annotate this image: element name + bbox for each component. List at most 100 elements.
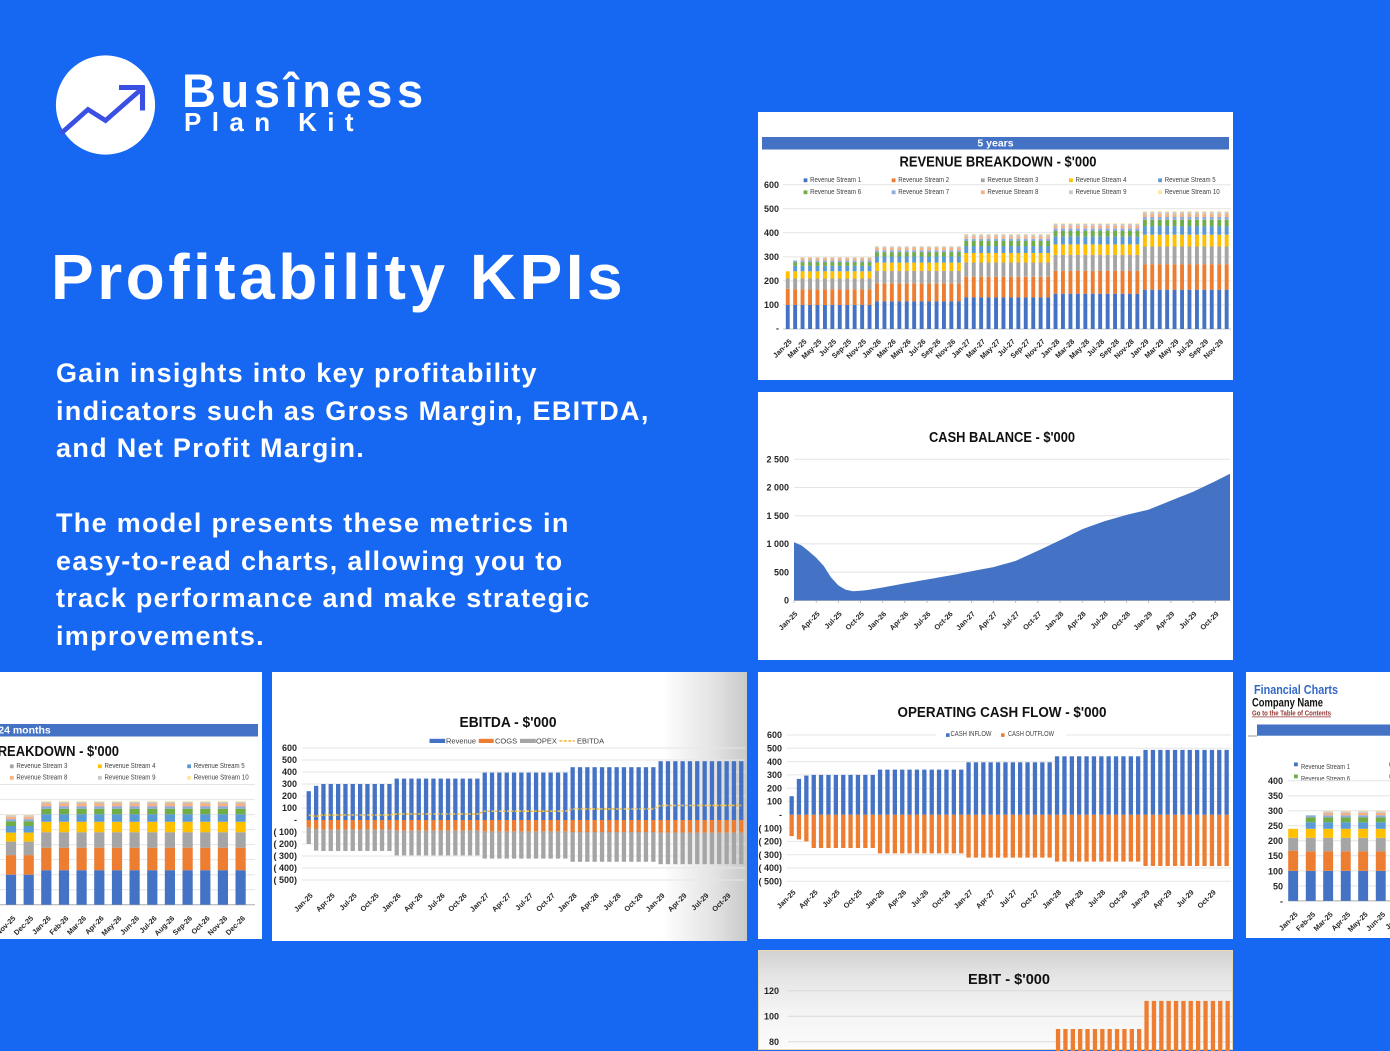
svg-text:May-26: May-26 xyxy=(100,914,124,938)
svg-text:150: 150 xyxy=(1268,851,1283,861)
svg-text:Revenue Stream 4: Revenue Stream 4 xyxy=(105,761,156,770)
svg-text:Jul-28: Jul-28 xyxy=(1086,888,1107,909)
svg-text:( 500): ( 500) xyxy=(273,875,297,885)
svg-text:Jan-26: Jan-26 xyxy=(863,888,886,911)
svg-text:1 500: 1 500 xyxy=(766,511,789,521)
svg-text:Apr-25: Apr-25 xyxy=(799,609,822,632)
svg-text:Apr-27: Apr-27 xyxy=(976,609,999,632)
svg-text:Go to the Table of Contents: Go to the Table of Contents xyxy=(1252,709,1331,718)
svg-text:( 500): ( 500) xyxy=(758,877,782,887)
svg-text:Apr-25: Apr-25 xyxy=(797,888,820,911)
svg-text:200: 200 xyxy=(282,791,297,801)
svg-text:Apr-26: Apr-26 xyxy=(887,609,910,632)
svg-text:EBITDA - $'000: EBITDA - $'000 xyxy=(460,715,557,731)
svg-text:( 100): ( 100) xyxy=(758,823,782,833)
svg-text:Oct-29: Oct-29 xyxy=(1198,609,1220,631)
svg-text:Jul-29: Jul-29 xyxy=(689,891,710,912)
svg-text:Jan-29: Jan-29 xyxy=(644,891,667,914)
svg-text:Apr-29: Apr-29 xyxy=(666,891,689,914)
svg-text:Apr-29: Apr-29 xyxy=(1151,888,1174,911)
svg-text:EBIT - $'000: EBIT - $'000 xyxy=(968,972,1050,988)
svg-text:300: 300 xyxy=(1268,806,1283,816)
svg-text:Jan-25: Jan-25 xyxy=(777,609,800,632)
svg-text:Jul-25: Jul-25 xyxy=(1383,910,1390,931)
svg-text:CASH OUTFLOW: CASH OUTFLOW xyxy=(1008,731,1054,738)
svg-text:400: 400 xyxy=(1268,776,1283,786)
svg-text:100: 100 xyxy=(767,797,782,807)
svg-text:( 300): ( 300) xyxy=(273,851,297,861)
svg-text:Mar-25: Mar-25 xyxy=(1312,910,1335,933)
svg-text:Revenue: Revenue xyxy=(446,737,476,746)
svg-text:Sep-26: Sep-26 xyxy=(171,914,194,937)
svg-text:REVENUE BREAKDOWN - $'000: REVENUE BREAKDOWN - $'000 xyxy=(900,155,1097,171)
svg-text:Revenue Stream 9: Revenue Stream 9 xyxy=(105,773,156,782)
svg-text:Revenue Stream 3: Revenue Stream 3 xyxy=(987,175,1038,184)
svg-text:Jul-25: Jul-25 xyxy=(820,888,841,909)
svg-text:OPEX: OPEX xyxy=(536,737,557,746)
svg-text:600: 600 xyxy=(767,730,782,740)
svg-text:Apr-28: Apr-28 xyxy=(1062,888,1085,911)
svg-text:Jul-27: Jul-27 xyxy=(1000,609,1021,630)
svg-text:Oct-29: Oct-29 xyxy=(710,891,732,913)
svg-text:Jul-26: Jul-26 xyxy=(909,888,930,909)
svg-text:Jun-26: Jun-26 xyxy=(118,914,141,937)
svg-text:Revenue Stream 8: Revenue Stream 8 xyxy=(16,773,67,782)
svg-text:Jul-29: Jul-29 xyxy=(1174,888,1195,909)
svg-text:-: - xyxy=(294,815,297,825)
svg-text:-: - xyxy=(776,324,779,334)
svg-text:Dec-26: Dec-26 xyxy=(224,914,247,937)
svg-text:Jan-28: Jan-28 xyxy=(556,891,579,914)
svg-text:200: 200 xyxy=(767,783,782,793)
svg-text:Oct-25: Oct-25 xyxy=(358,891,380,913)
svg-text:600: 600 xyxy=(764,180,779,190)
svg-text:( 200): ( 200) xyxy=(758,837,782,847)
svg-text:Oct-25: Oct-25 xyxy=(843,609,865,631)
svg-text:Jan-26: Jan-26 xyxy=(380,891,403,914)
svg-text:400: 400 xyxy=(767,757,782,767)
svg-text:Revenue Stream 9: Revenue Stream 9 xyxy=(1076,187,1127,196)
svg-text:Dec-25: Dec-25 xyxy=(12,914,35,937)
svg-text:500: 500 xyxy=(764,204,779,214)
svg-text:COGS: COGS xyxy=(495,737,517,746)
svg-text:Revenue Stream 5: Revenue Stream 5 xyxy=(1165,175,1216,184)
svg-text:Jul-27: Jul-27 xyxy=(997,888,1018,909)
svg-text:Revenue Stream 6: Revenue Stream 6 xyxy=(1301,774,1350,783)
svg-text:Jan-27: Jan-27 xyxy=(954,609,977,632)
svg-text:CASH BALANCE - $'000: CASH BALANCE - $'000 xyxy=(929,430,1075,446)
svg-text:Oct-26: Oct-26 xyxy=(932,609,954,631)
svg-text:Jan-27: Jan-27 xyxy=(468,891,491,914)
svg-text:( 200): ( 200) xyxy=(273,839,297,849)
svg-text:400: 400 xyxy=(282,767,297,777)
svg-text:Jul-26: Jul-26 xyxy=(911,609,932,630)
svg-text:Jul-25: Jul-25 xyxy=(822,609,843,630)
svg-text:-: - xyxy=(779,810,782,820)
svg-text:0: 0 xyxy=(784,596,789,606)
svg-text:Jan-25: Jan-25 xyxy=(775,888,798,911)
svg-text:Jan-29: Jan-29 xyxy=(1129,888,1152,911)
svg-text:50: 50 xyxy=(1273,881,1283,891)
svg-text:Revenue Stream 10: Revenue Stream 10 xyxy=(1165,187,1220,196)
svg-text:Oct-28: Oct-28 xyxy=(1109,609,1131,631)
svg-text:500: 500 xyxy=(767,744,782,754)
svg-text:Jan-26: Jan-26 xyxy=(865,609,888,632)
svg-text:Revenue Stream 1: Revenue Stream 1 xyxy=(810,175,861,184)
svg-text:Jul-26: Jul-26 xyxy=(425,891,446,912)
svg-text:Company Name: Company Name xyxy=(1252,698,1323,710)
svg-text:( 400): ( 400) xyxy=(273,863,297,873)
svg-text:Jun-25: Jun-25 xyxy=(1364,910,1387,933)
svg-text:-: - xyxy=(1280,896,1283,906)
svg-text:Jul-27: Jul-27 xyxy=(513,891,534,912)
svg-text:( 300): ( 300) xyxy=(758,850,782,860)
svg-text:Oct-28: Oct-28 xyxy=(622,891,644,913)
svg-text:2 000: 2 000 xyxy=(766,483,789,493)
svg-text:80: 80 xyxy=(769,1037,779,1047)
svg-text:Revenue Stream 3: Revenue Stream 3 xyxy=(16,761,67,770)
svg-text:( 400): ( 400) xyxy=(758,863,782,873)
svg-text:Apr-27: Apr-27 xyxy=(974,888,997,911)
svg-text:Oct-29: Oct-29 xyxy=(1195,888,1217,910)
svg-text:Revenue Stream 8: Revenue Stream 8 xyxy=(987,187,1038,196)
svg-text:Apr-27: Apr-27 xyxy=(490,891,513,914)
svg-text:Apr-26: Apr-26 xyxy=(885,888,908,911)
svg-text:24 months: 24 months xyxy=(0,725,51,737)
svg-text:Jan-29: Jan-29 xyxy=(1131,609,1154,632)
